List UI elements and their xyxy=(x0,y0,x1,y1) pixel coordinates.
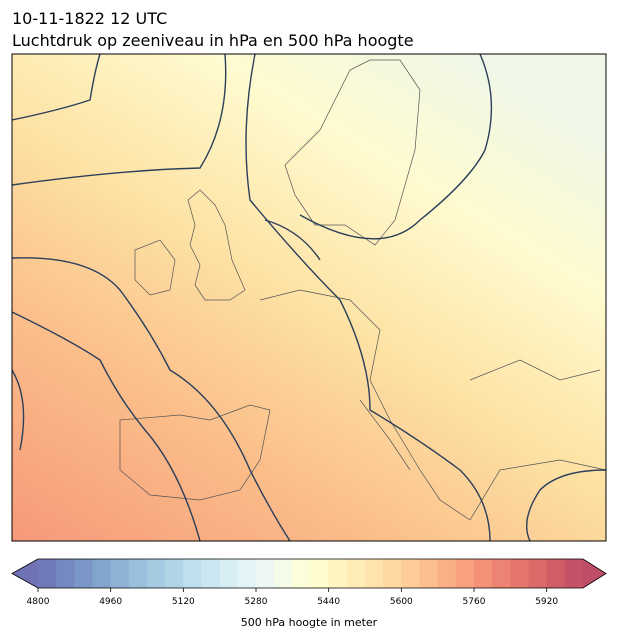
colorbar-segment xyxy=(492,559,511,588)
colorbar-segment xyxy=(365,559,384,588)
colorbar-segment xyxy=(346,559,366,588)
colorbar-segment xyxy=(201,559,221,588)
colorbar-segment xyxy=(237,559,257,588)
colorbar-segment xyxy=(310,559,330,588)
colorbar-segment xyxy=(165,559,184,588)
colorbar-segment xyxy=(437,559,457,588)
colorbar-segment xyxy=(383,559,402,588)
colorbar-outline xyxy=(11,558,607,589)
colorbar-segment xyxy=(546,559,566,588)
subtitle: Luchtdruk op zeeniveau in hPa en 500 hPa… xyxy=(12,31,414,50)
map-frame xyxy=(11,53,607,542)
colorbar-segment xyxy=(110,559,130,588)
colorbar-segment xyxy=(328,559,348,588)
coastlines xyxy=(119,59,606,521)
colorbar-segment xyxy=(183,559,202,588)
isobars xyxy=(12,54,606,541)
colorbar-segment xyxy=(274,559,293,588)
colorbar-tick-label: 5920 xyxy=(535,597,558,607)
colorbar-label: 500 hPa hoogte in meter xyxy=(241,616,378,629)
colorbar-tick-label: 4800 xyxy=(27,597,50,607)
colorbar-segment xyxy=(401,559,420,588)
colorbar-segment xyxy=(92,559,112,588)
colorbar-extend-high xyxy=(583,559,606,588)
colorbar-segment xyxy=(510,559,529,588)
colorbar-segment xyxy=(256,559,275,588)
colorbar-segment xyxy=(474,559,493,588)
colorbar-segment xyxy=(292,559,311,588)
colorbar-segment xyxy=(74,559,93,588)
colorbar: 4800 4960 5120 5280 5440 5600 5760 5920 xyxy=(11,558,607,607)
colorbar-extend-low xyxy=(12,559,38,588)
colorbar-tick-label: 5760 xyxy=(463,597,486,607)
colorbar-tick-label: 4960 xyxy=(99,597,122,607)
colorbar-segment xyxy=(56,559,75,588)
colorbar-segment xyxy=(147,559,166,588)
colorbar-tick-label: 5600 xyxy=(390,597,413,607)
colorbar-tick-label: 5440 xyxy=(317,597,340,607)
colorbar-segment xyxy=(455,559,475,588)
colorbar-segment xyxy=(419,559,439,588)
colorbar-segment xyxy=(38,559,57,588)
colorbar-segment xyxy=(528,559,548,588)
map xyxy=(12,54,606,541)
title: 10-11-1822 12 UTC xyxy=(12,9,167,28)
colorbar-segment xyxy=(564,559,584,588)
colorbar-segment xyxy=(219,559,239,588)
colorbar-tick-label: 5120 xyxy=(172,597,195,607)
colorbar-segment xyxy=(128,559,148,588)
colorbar-tick-label: 5280 xyxy=(245,597,268,607)
